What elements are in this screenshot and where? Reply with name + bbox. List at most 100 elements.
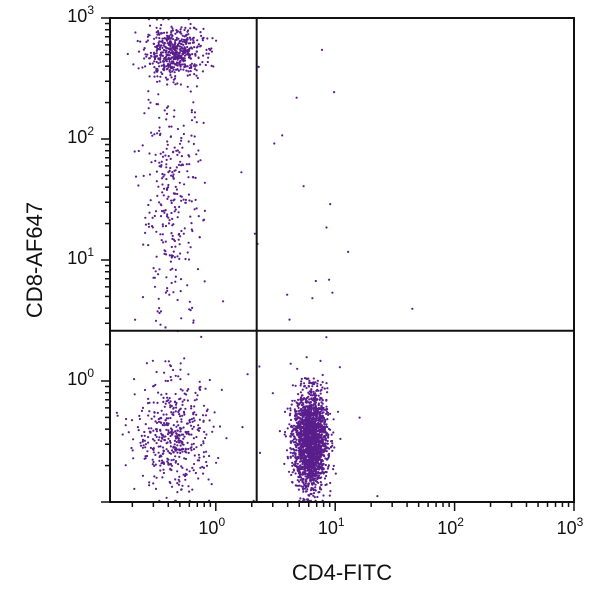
data-point (311, 412, 315, 415)
data-point (145, 40, 148, 44)
data-point (320, 417, 324, 420)
data-point (177, 375, 180, 378)
data-point (339, 437, 342, 440)
data-point (162, 49, 165, 52)
data-point (294, 484, 297, 487)
data-point (142, 243, 145, 246)
data-point (305, 445, 308, 448)
data-point (187, 451, 190, 454)
data-point (288, 318, 291, 321)
data-point (289, 440, 292, 443)
data-point (181, 63, 184, 66)
data-point (190, 407, 193, 410)
data-point (171, 234, 174, 237)
data-point (316, 422, 320, 425)
data-point (168, 480, 171, 484)
data-point (133, 378, 136, 381)
data-point (192, 101, 195, 104)
data-point (161, 172, 164, 176)
data-point (180, 317, 183, 320)
data-point (165, 147, 168, 150)
data-point (176, 127, 179, 131)
data-point (167, 155, 170, 158)
data-point (163, 42, 166, 45)
data-point (301, 388, 304, 391)
data-point (179, 68, 182, 71)
data-point (176, 44, 179, 48)
data-point (196, 76, 199, 80)
data-point (310, 403, 313, 406)
data-point (299, 430, 302, 433)
data-point (161, 233, 164, 236)
data-point (316, 379, 319, 382)
data-point (154, 45, 157, 48)
data-point (301, 434, 305, 437)
data-point (163, 109, 166, 112)
data-point (137, 50, 141, 53)
data-point (294, 441, 297, 444)
data-point (176, 429, 179, 432)
data-point (161, 225, 164, 228)
data-point (299, 384, 302, 387)
data-point (181, 50, 184, 53)
data-point (133, 393, 136, 396)
data-point (295, 401, 298, 404)
data-point (322, 411, 325, 414)
data-point (187, 140, 190, 143)
data-point (155, 421, 159, 424)
data-point (198, 456, 201, 459)
data-point (159, 215, 163, 218)
data-point (299, 424, 302, 427)
data-point (174, 75, 177, 78)
data-point (311, 466, 314, 469)
data-point (324, 445, 327, 448)
data-point (173, 146, 176, 149)
data-point (320, 449, 323, 452)
data-point (187, 373, 190, 376)
data-point (152, 460, 155, 464)
data-point (169, 406, 172, 409)
data-point (151, 216, 154, 219)
data-point (149, 446, 152, 449)
data-point (305, 356, 308, 359)
data-point (121, 433, 124, 436)
data-point (186, 51, 189, 55)
data-point (151, 458, 154, 461)
data-point (176, 298, 179, 302)
data-point (165, 163, 168, 166)
data-point (131, 449, 134, 452)
data-point (159, 233, 162, 236)
data-point (179, 430, 182, 433)
data-point (193, 208, 196, 211)
data-point (153, 464, 156, 467)
data-point (161, 46, 164, 50)
data-point (166, 396, 169, 399)
data-point (286, 407, 289, 410)
data-point (161, 223, 164, 226)
data-point (190, 443, 193, 446)
data-point (182, 437, 185, 440)
y-tick-label: 101 (67, 245, 94, 268)
data-point (192, 64, 195, 67)
data-point (136, 426, 139, 429)
data-point (154, 428, 157, 431)
data-point (303, 385, 306, 388)
data-point (320, 448, 323, 451)
data-point (148, 410, 151, 413)
data-point (165, 158, 168, 161)
data-point (324, 438, 327, 441)
data-point (258, 365, 261, 368)
data-point (309, 478, 312, 481)
data-point (185, 42, 188, 46)
data-point (177, 424, 180, 427)
data-point (331, 444, 334, 447)
data-point (293, 452, 296, 455)
data-point (289, 456, 292, 459)
data-point (170, 49, 173, 52)
data-point (313, 477, 317, 480)
data-point (181, 466, 184, 469)
data-point (160, 462, 163, 465)
data-point (178, 475, 181, 478)
data-point (133, 487, 136, 490)
data-point (302, 446, 305, 449)
